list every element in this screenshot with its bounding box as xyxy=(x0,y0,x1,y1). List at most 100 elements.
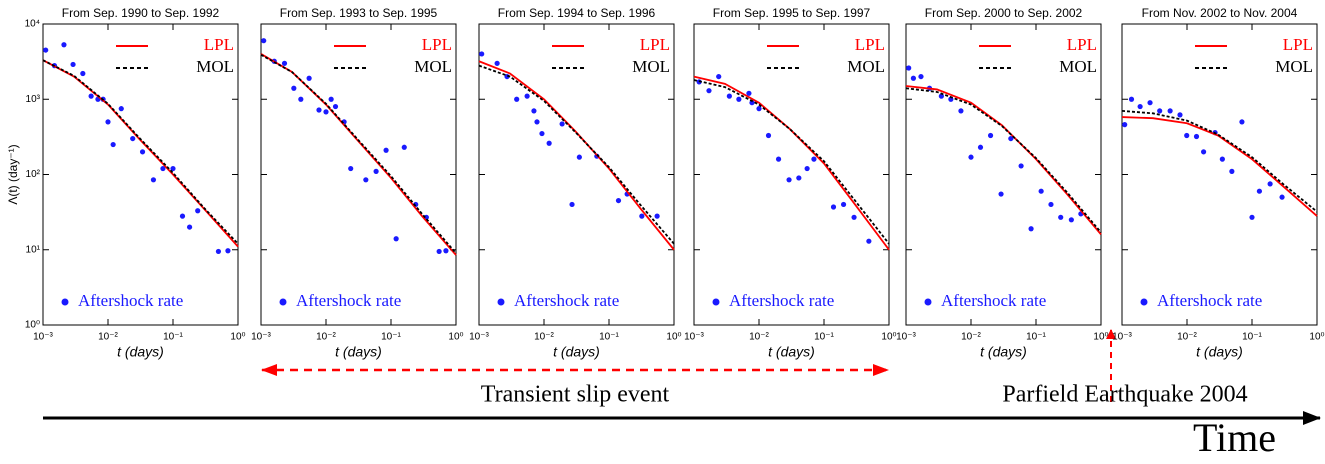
legend-swatch xyxy=(712,298,720,306)
data-point xyxy=(968,154,974,160)
data-point xyxy=(1219,156,1225,162)
data-point xyxy=(1267,181,1273,187)
data-point xyxy=(765,132,772,139)
x-tick-label: 10⁻² xyxy=(98,332,118,343)
data-point xyxy=(118,106,124,112)
data-point xyxy=(261,38,267,44)
data-point xyxy=(332,103,339,110)
x-tick-label: 10⁰ xyxy=(230,332,245,343)
data-point xyxy=(1256,188,1263,194)
legend-label: MOL xyxy=(414,57,452,76)
data-point xyxy=(804,165,810,172)
fit-line xyxy=(260,53,457,254)
data-point xyxy=(105,119,111,125)
data-point xyxy=(910,75,917,81)
legend-label: LPL xyxy=(855,35,885,54)
x-axis-label: t (days) xyxy=(768,344,815,360)
data-point xyxy=(110,141,116,148)
x-tick-label: 10⁻³ xyxy=(251,332,271,343)
data-point xyxy=(393,236,399,242)
data-point xyxy=(615,197,622,204)
x-tick-label: 10⁻³ xyxy=(896,332,916,343)
panel-title: From Sep. 1995 to Sep. 1997 xyxy=(713,6,871,20)
fit-line xyxy=(1121,110,1318,213)
data-point xyxy=(383,147,389,153)
data-point xyxy=(443,248,449,254)
y-tick-label: 10⁴ xyxy=(25,19,40,30)
data-point xyxy=(851,214,857,220)
x-tick-label: 10⁻³ xyxy=(469,332,489,343)
data-point xyxy=(716,73,722,80)
panel-title: From Nov. 2002 to Nov. 2004 xyxy=(1142,6,1298,20)
data-point xyxy=(1018,163,1024,169)
x-tick-label: 10⁻² xyxy=(749,332,769,343)
legend-label: Aftershock rate xyxy=(1157,291,1262,310)
data-point xyxy=(639,213,645,219)
data-point xyxy=(531,108,537,114)
legend-label: Aftershock rate xyxy=(514,291,619,310)
data-point xyxy=(1157,108,1163,114)
legend-label: MOL xyxy=(1059,57,1097,76)
data-point xyxy=(1128,96,1135,102)
legend-swatch xyxy=(924,298,932,306)
data-point xyxy=(514,96,520,102)
legend-swatch xyxy=(497,298,505,306)
x-axis-label: t (days) xyxy=(117,344,164,360)
data-point xyxy=(186,224,193,230)
x-axis-label: t (days) xyxy=(1196,344,1243,360)
panel: From Nov. 2002 to Nov. 2004 10⁻³ 10⁻² 10⁻¹ 1… xyxy=(1112,6,1324,360)
x-tick-label: 10⁻³ xyxy=(33,332,53,343)
data-point xyxy=(546,140,552,146)
data-point xyxy=(998,191,1004,197)
panel-title: From Sep. 1990 to Sep. 1992 xyxy=(62,6,220,20)
legend-label: MOL xyxy=(847,57,885,76)
data-point xyxy=(170,165,176,172)
legend-label: Aftershock rate xyxy=(296,291,401,310)
data-point xyxy=(1279,194,1285,200)
data-point xyxy=(225,248,231,254)
data-point xyxy=(534,119,540,125)
x-tick-label: 10⁻² xyxy=(316,332,336,343)
legend-label: LPL xyxy=(1283,35,1313,54)
data-point xyxy=(918,73,924,80)
data-point xyxy=(70,61,76,68)
legend-swatch xyxy=(1140,298,1148,306)
x-tick-label: 10⁻¹ xyxy=(1026,332,1046,343)
fit-line xyxy=(693,79,890,245)
data-point xyxy=(215,248,222,255)
data-point xyxy=(1193,133,1200,140)
data-point xyxy=(654,213,660,219)
data-point xyxy=(559,121,565,127)
x-tick-label: 10⁻² xyxy=(1177,332,1197,343)
earthquake-label: Parfield Earthquake 2004 xyxy=(1002,382,1247,408)
data-point xyxy=(840,201,847,208)
data-point xyxy=(775,156,782,162)
x-tick-label: 10⁻¹ xyxy=(1242,332,1262,343)
fit-line xyxy=(1121,116,1318,217)
data-point xyxy=(1229,168,1235,174)
data-point xyxy=(139,149,146,155)
data-point xyxy=(348,165,354,172)
y-axis-label: Λ(t) (day⁻¹) xyxy=(6,144,20,204)
x-tick-label: 10⁻² xyxy=(534,332,554,343)
panel-title: From Sep. 1993 to Sep. 1995 xyxy=(280,6,438,20)
data-point xyxy=(291,85,297,91)
legend-label: Aftershock rate xyxy=(78,291,183,310)
x-tick-label: 10⁰ xyxy=(881,332,896,343)
panel: From Sep. 1994 to Sep. 1996 10⁻³ 10⁻² 10⁻¹ 1… xyxy=(469,6,681,360)
legend-label: Aftershock rate xyxy=(729,291,834,310)
legend-swatch xyxy=(279,298,287,306)
data-point xyxy=(88,93,94,99)
x-axis-label: t (days) xyxy=(553,344,600,360)
fit-line xyxy=(905,87,1102,233)
data-point xyxy=(323,109,329,115)
data-point xyxy=(436,248,442,255)
y-tick-label: 10³ xyxy=(26,94,41,105)
y-tick-label: 10¹ xyxy=(26,244,41,255)
data-point xyxy=(1147,100,1153,106)
fit-line xyxy=(905,85,1102,235)
x-tick-label: 10⁻³ xyxy=(1112,332,1132,343)
x-tick-label: 10⁻¹ xyxy=(814,332,834,343)
x-tick-label: 10⁻¹ xyxy=(381,332,401,343)
legend-label: MOL xyxy=(1275,57,1313,76)
